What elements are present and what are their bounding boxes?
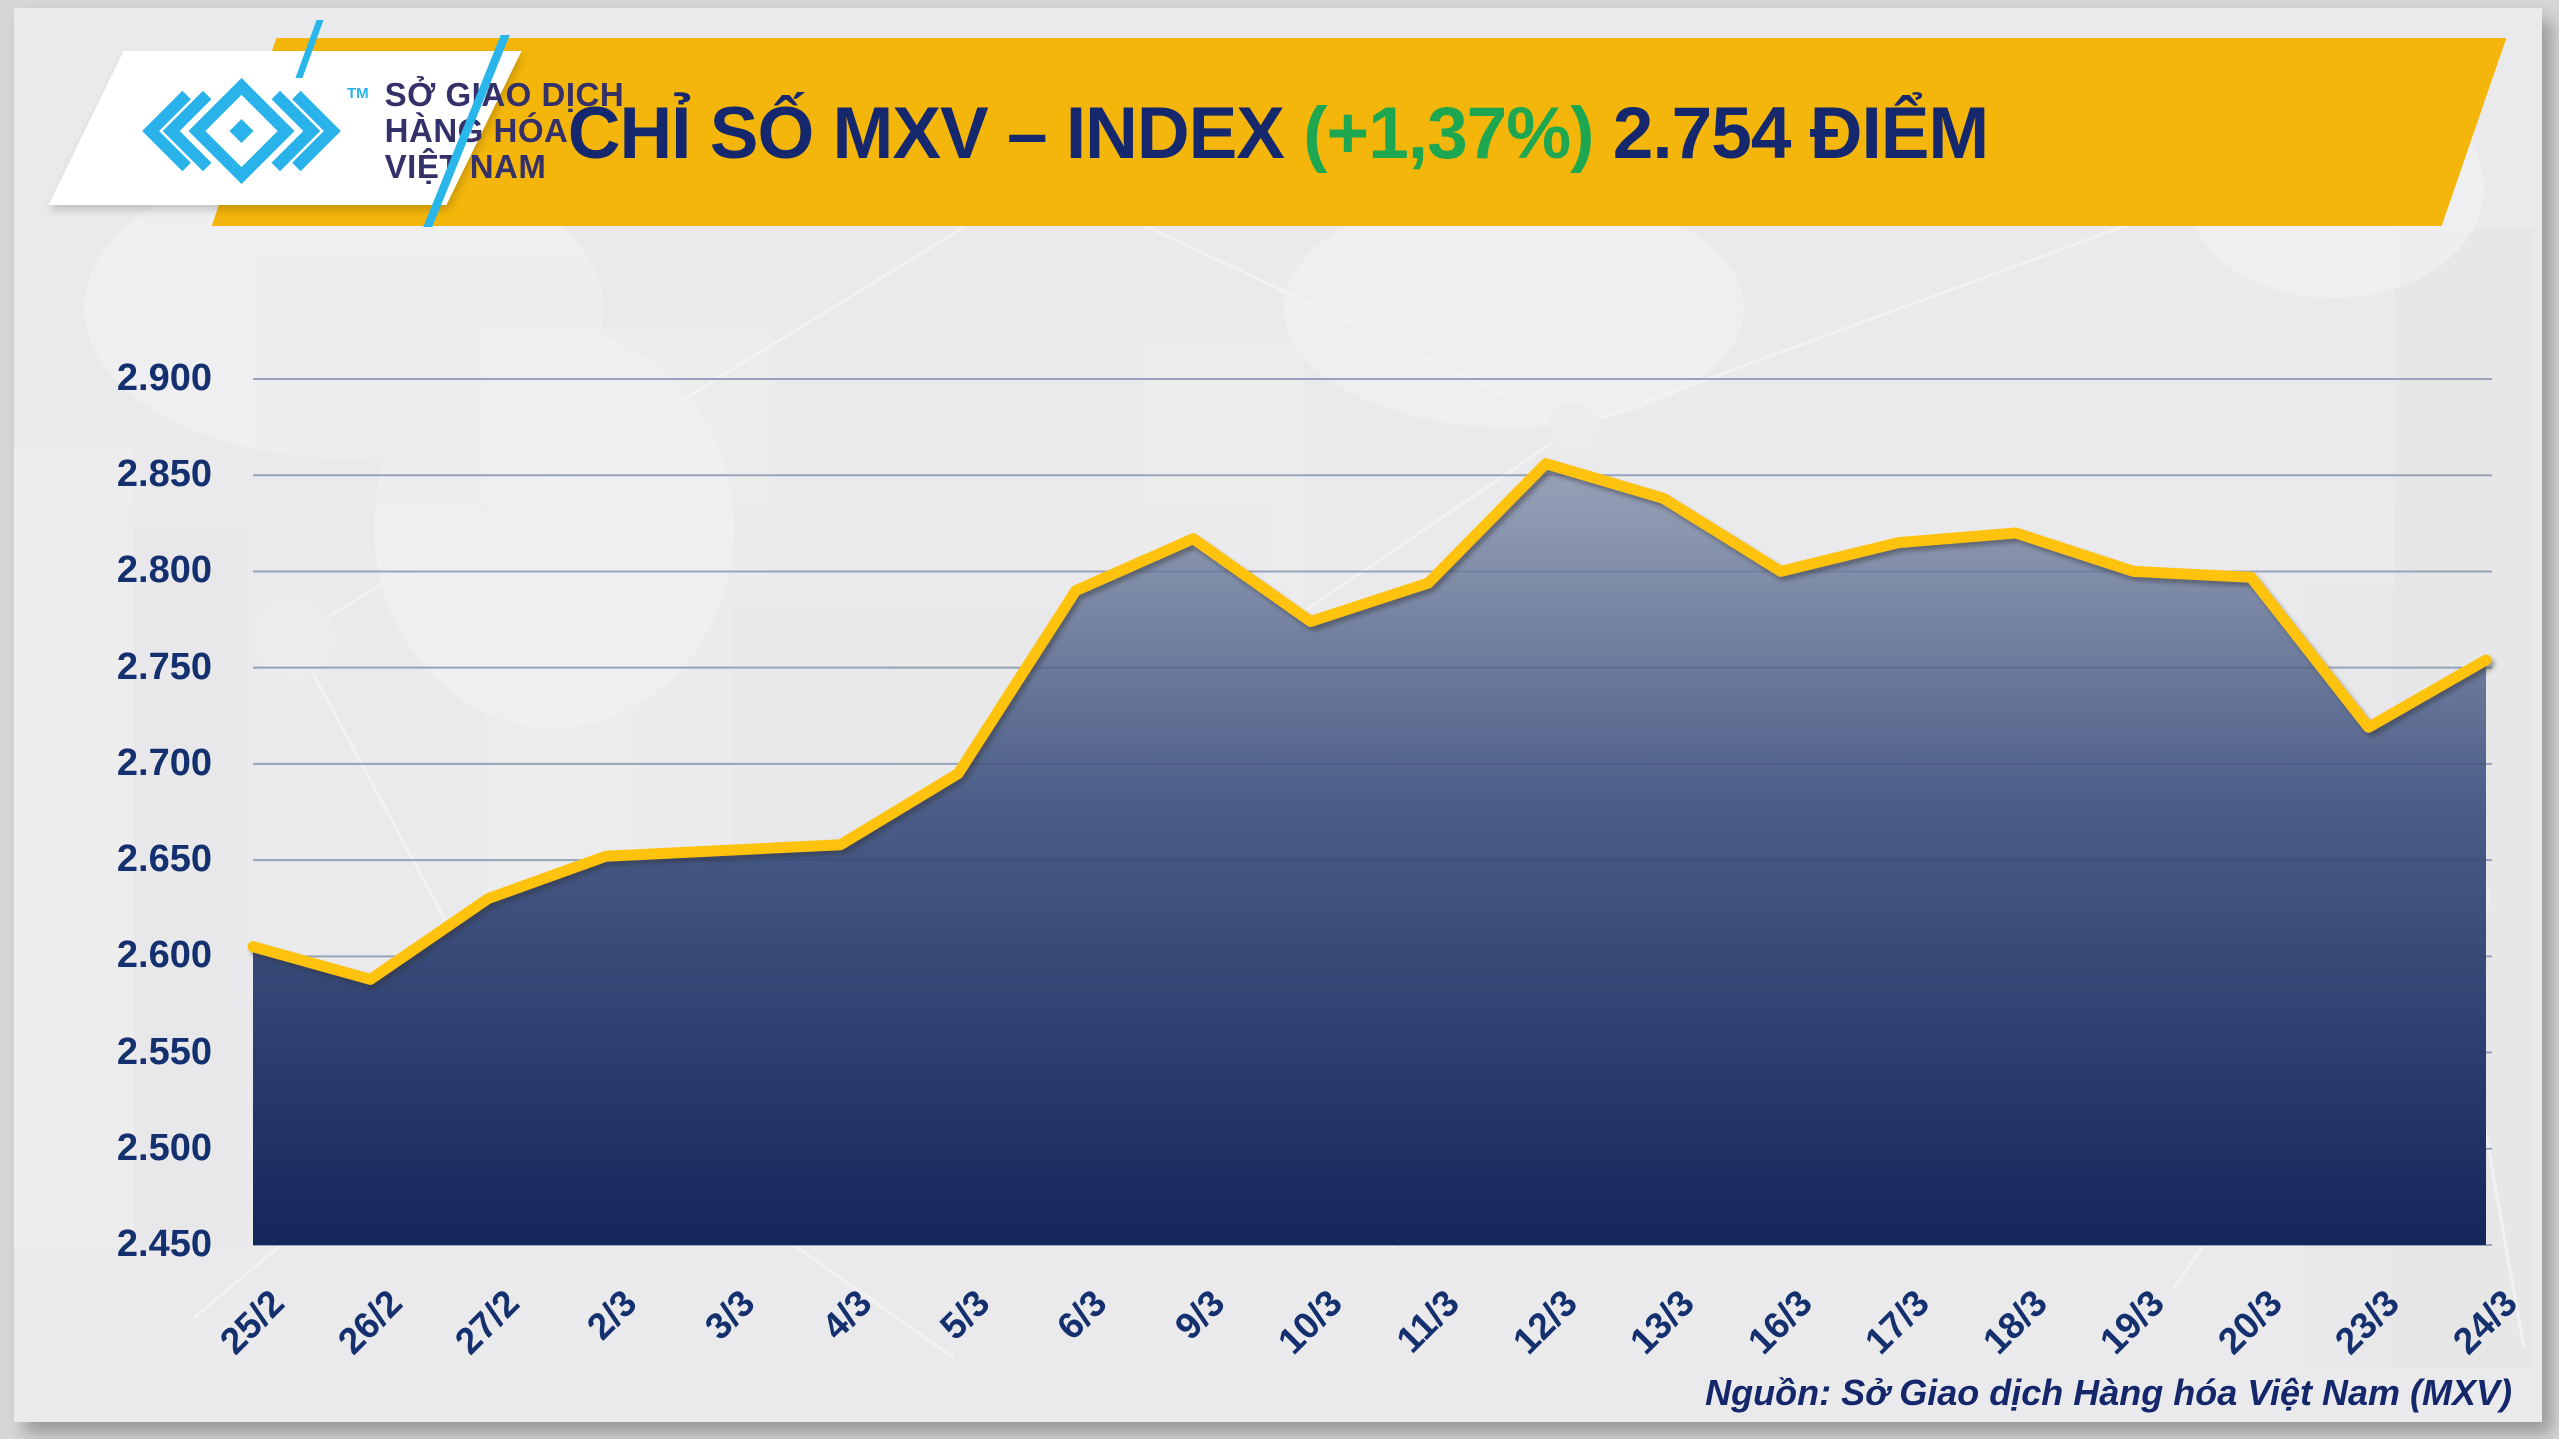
mxv-index-area-chart	[247, 378, 2492, 1246]
y-tick-label: 2.450	[116, 1223, 212, 1265]
y-tick-label: 2.750	[116, 645, 212, 688]
y-tick-label: 2.800	[116, 549, 212, 592]
change-percent-badge: (+1,37%)	[1303, 93, 1594, 174]
index-line	[247, 458, 2492, 985]
trademark-symbol: TM	[347, 84, 369, 102]
mxv-logo: TM SỞ GIAO DỊCH HÀNG HÓA VIỆT NAM	[134, 66, 624, 196]
chart-card: CHỈ SỐ MXV – INDEX (+1,37%) 2.754 ĐIỂM T…	[14, 8, 2542, 1422]
title-points: 2.754 ĐIỂM	[1593, 93, 1989, 174]
y-tick-label: 2.850	[116, 453, 212, 496]
y-tick-label: 2.650	[116, 838, 212, 881]
y-tick-label: 2.600	[116, 934, 212, 977]
mxv-diamond-logo-icon	[142, 77, 341, 185]
logo-wordmark: SỞ GIAO DỊCH HÀNG HÓA VIỆT NAM	[385, 77, 625, 185]
title-text: CHỈ SỐ MXV – INDEX	[567, 93, 1304, 174]
chart-title: CHỈ SỐ MXV – INDEX (+1,37%) 2.754 ĐIỂM	[14, 92, 2542, 175]
y-tick-label: 2.900	[116, 357, 212, 399]
source-attribution: Nguồn: Sở Giao dịch Hàng hóa Việt Nam (M…	[1705, 1372, 2512, 1413]
y-tick-label: 2.550	[116, 1030, 212, 1073]
logo-line-3: VIỆT NAM	[384, 148, 547, 185]
y-tick-label: 2.700	[116, 741, 212, 784]
logo-line-2: HÀNG HÓA	[384, 112, 569, 149]
y-tick-label: 2.500	[116, 1126, 212, 1169]
logo-line-1: SỞ GIAO DỊCH	[384, 76, 625, 113]
area-fill	[253, 463, 2486, 1245]
